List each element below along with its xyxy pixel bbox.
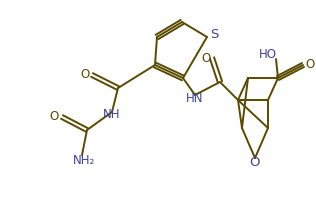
- Text: O: O: [250, 157, 260, 169]
- Text: O: O: [201, 51, 211, 65]
- Text: O: O: [80, 69, 90, 82]
- Text: O: O: [305, 59, 315, 71]
- Text: S: S: [210, 28, 218, 42]
- Text: NH₂: NH₂: [73, 153, 95, 167]
- Text: HN: HN: [186, 93, 204, 106]
- Text: O: O: [49, 111, 59, 124]
- Text: HO: HO: [259, 48, 277, 61]
- Text: NH: NH: [103, 107, 121, 121]
